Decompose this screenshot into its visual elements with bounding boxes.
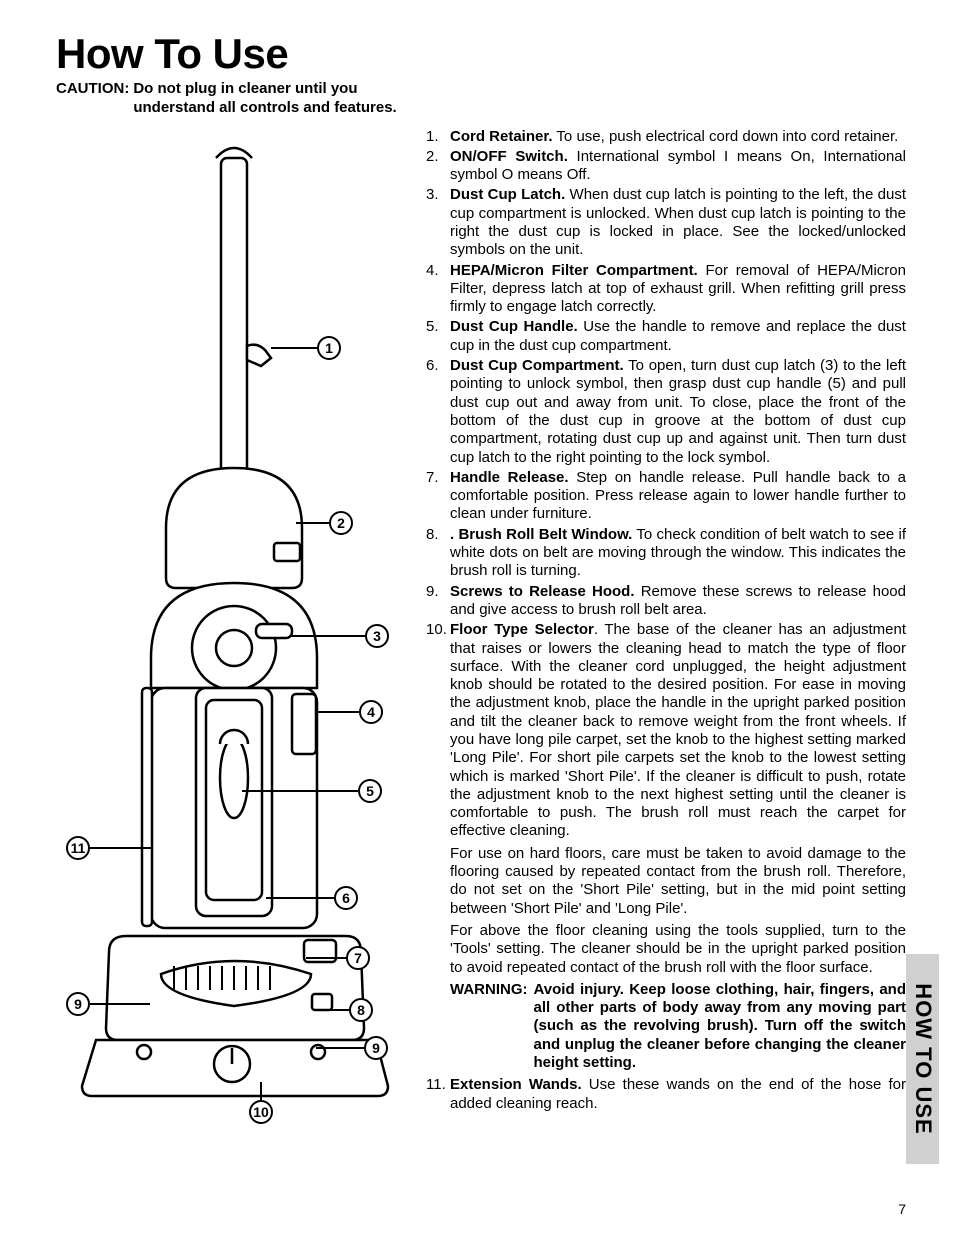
feature-term: Dust Cup Handle. xyxy=(450,318,578,335)
feature-list: Cord Retainer. To use, push electrical c… xyxy=(426,128,906,1113)
callout-3: 3 xyxy=(365,624,389,648)
caution-text: Do not plug in cleaner until you underst… xyxy=(133,80,433,118)
caution-label: CAUTION: xyxy=(56,80,133,118)
feature-term: Dust Cup Compartment. xyxy=(450,357,624,374)
feature-item: Handle Release. Step on handle release. … xyxy=(426,469,906,524)
feature-item: Dust Cup Handle. Use the handle to remov… xyxy=(426,318,906,355)
feature-term: Cord Retainer. xyxy=(450,128,553,145)
feature-term: Handle Release. xyxy=(450,469,569,486)
feature-item: Extension Wands. Use these wands on the … xyxy=(426,1076,906,1113)
feature-term: Extension Wands. xyxy=(450,1076,582,1093)
side-tab: HOW TO USE xyxy=(906,954,939,1164)
feature-item: HEPA/Micron Filter Compartment. For remo… xyxy=(426,262,906,317)
feature-term: Dust Cup Latch. xyxy=(450,186,565,203)
vacuum-diagram: 1 2 3 4 5 6 7 8 9 9 10 11 xyxy=(56,128,416,1128)
warning-block: WARNING:Avoid injury. Keep loose clothin… xyxy=(426,981,906,1072)
feature-item: Floor Type Selector. The base of the cle… xyxy=(426,621,906,841)
callout-9: 9 xyxy=(66,992,90,1016)
feature-term: . Brush Roll Belt Window. xyxy=(450,526,632,543)
feature-term: HEPA/Micron Filter Compartment. xyxy=(450,262,698,279)
feature-item: Screws to Release Hood. Remove these scr… xyxy=(426,583,906,620)
callout-8: 8 xyxy=(349,998,373,1022)
callout-6: 6 xyxy=(334,886,358,910)
feature-text: To use, push electrical cord down into c… xyxy=(553,128,899,145)
feature-term: Screws to Release Hood. xyxy=(450,583,635,600)
feature-term: Floor Type Selector xyxy=(450,621,594,638)
callout-9: 9 xyxy=(364,1036,388,1060)
caution-block: CAUTION: Do not plug in cleaner until yo… xyxy=(56,80,906,118)
callout-1: 1 xyxy=(317,336,341,360)
callout-7: 7 xyxy=(346,946,370,970)
side-tab-label: HOW TO USE xyxy=(910,983,936,1134)
callout-5: 5 xyxy=(358,779,382,803)
diagram-column: 1 2 3 4 5 6 7 8 9 9 10 11 xyxy=(56,128,426,1128)
page-number: 7 xyxy=(898,1201,906,1217)
feature-item: . Brush Roll Belt Window. To check condi… xyxy=(426,526,906,581)
feature-item: Dust Cup Compartment. To open, turn dust… xyxy=(426,357,906,467)
callout-11: 11 xyxy=(66,836,90,860)
feature-item: ON/OFF Switch. International symbol I me… xyxy=(426,148,906,185)
feature-item: Dust Cup Latch. When dust cup latch is p… xyxy=(426,186,906,259)
callout-2: 2 xyxy=(329,511,353,535)
feature-subpara: For above the floor cleaning using the t… xyxy=(426,922,906,977)
feature-text: . The base of the cleaner has an adjustm… xyxy=(450,621,906,839)
page-title: How To Use xyxy=(56,30,906,78)
feature-term: ON/OFF Switch. xyxy=(450,148,568,165)
warning-label: WARNING: xyxy=(450,981,534,1072)
warning-text: Avoid injury. Keep loose clothing, hair,… xyxy=(534,981,907,1072)
instructions-column: Cord Retainer. To use, push electrical c… xyxy=(426,128,906,1128)
feature-item: Cord Retainer. To use, push electrical c… xyxy=(426,128,906,146)
callout-4: 4 xyxy=(359,700,383,724)
callout-10: 10 xyxy=(249,1100,273,1124)
feature-subpara: For use on hard floors, care must be tak… xyxy=(426,845,906,918)
